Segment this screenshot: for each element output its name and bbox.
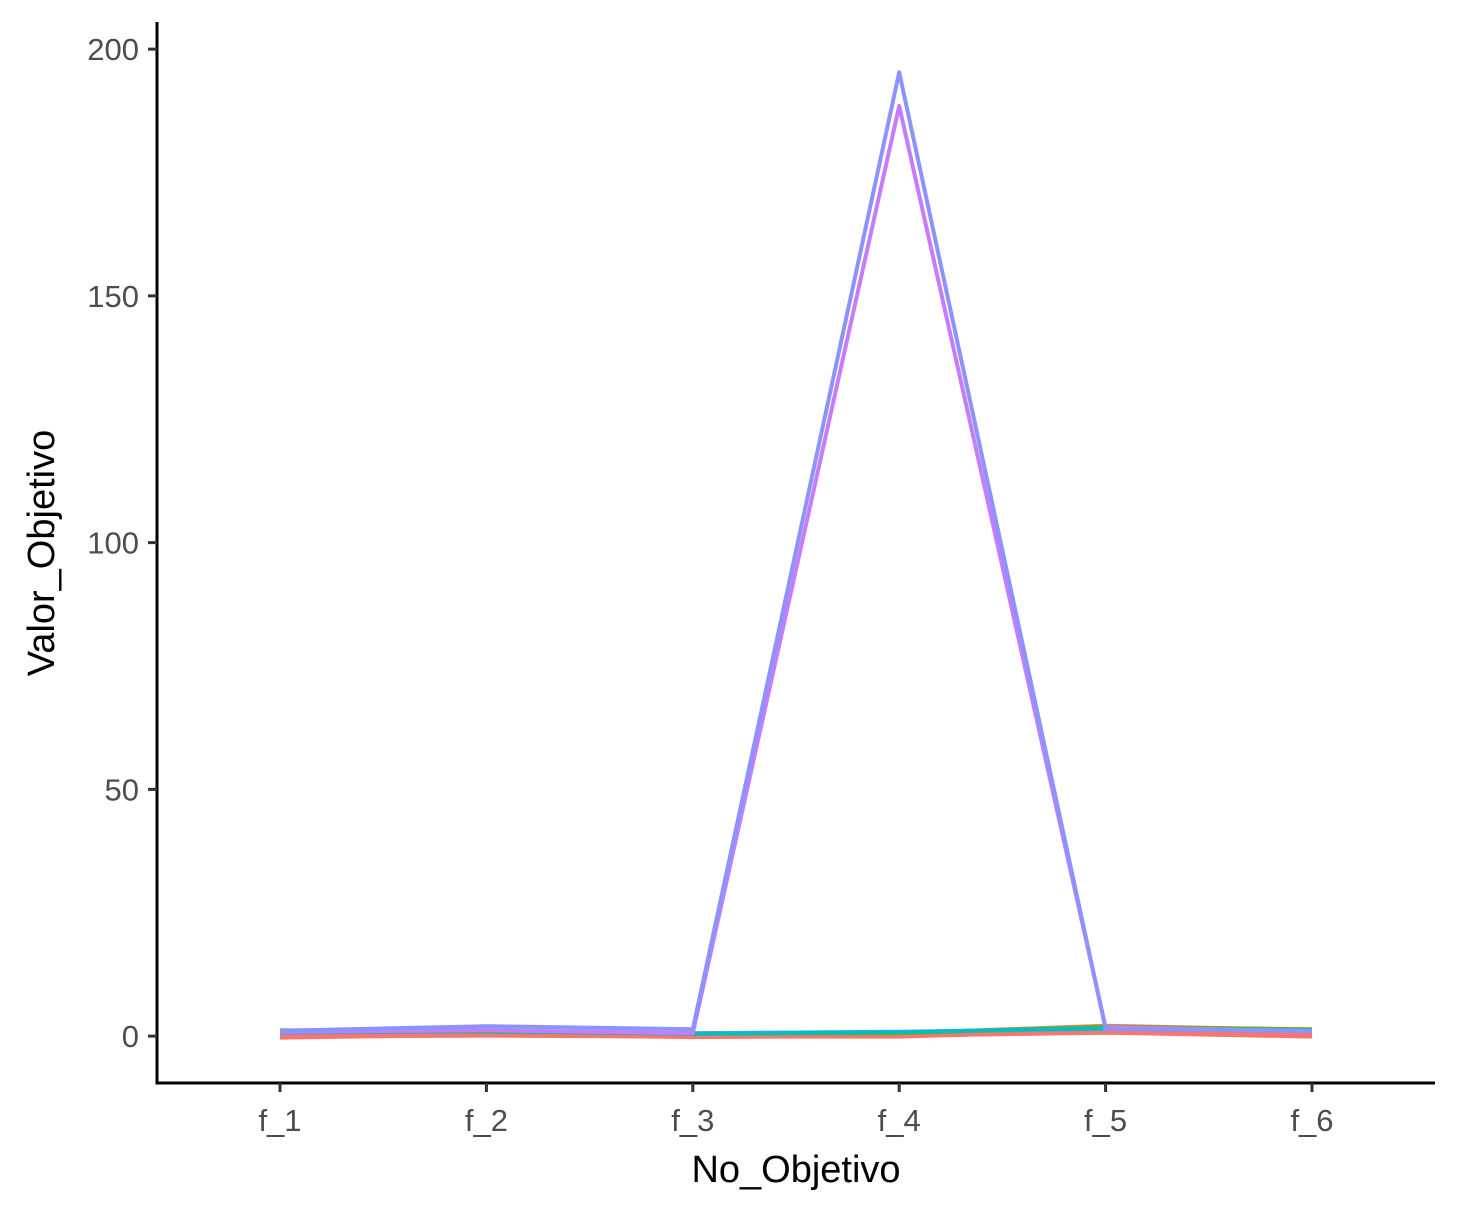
- x-tick-layer: f_1 f_2 f_3 f_4 f_5 f_6: [258, 1083, 1334, 1138]
- x-tick-label: f_4: [878, 1103, 921, 1138]
- x-tick-label: f_5: [1084, 1103, 1127, 1138]
- y-tick-label: 0: [122, 1019, 139, 1054]
- axis-layer: [155, 22, 1435, 1085]
- series-layer: [279, 70, 1313, 1040]
- y-axis-title: Valor_Objetivo: [21, 430, 63, 676]
- x-tick-label: f_6: [1290, 1103, 1333, 1138]
- x-axis-title: No_Objetivo: [691, 1149, 900, 1191]
- y-tick-label: 150: [87, 279, 139, 314]
- x-tick-label: f_1: [258, 1103, 301, 1138]
- y-tick-label: 50: [105, 772, 139, 807]
- series-line-blue-peak: [279, 70, 1313, 1033]
- x-tick-label: f_2: [465, 1103, 508, 1138]
- series-line-purple-peak: [279, 103, 1313, 1036]
- y-tick-layer: 0 50 100 150 200: [87, 32, 157, 1054]
- x-tick-label: f_3: [671, 1103, 714, 1138]
- y-tick-label: 100: [87, 526, 139, 561]
- y-tick-label: 200: [87, 32, 139, 67]
